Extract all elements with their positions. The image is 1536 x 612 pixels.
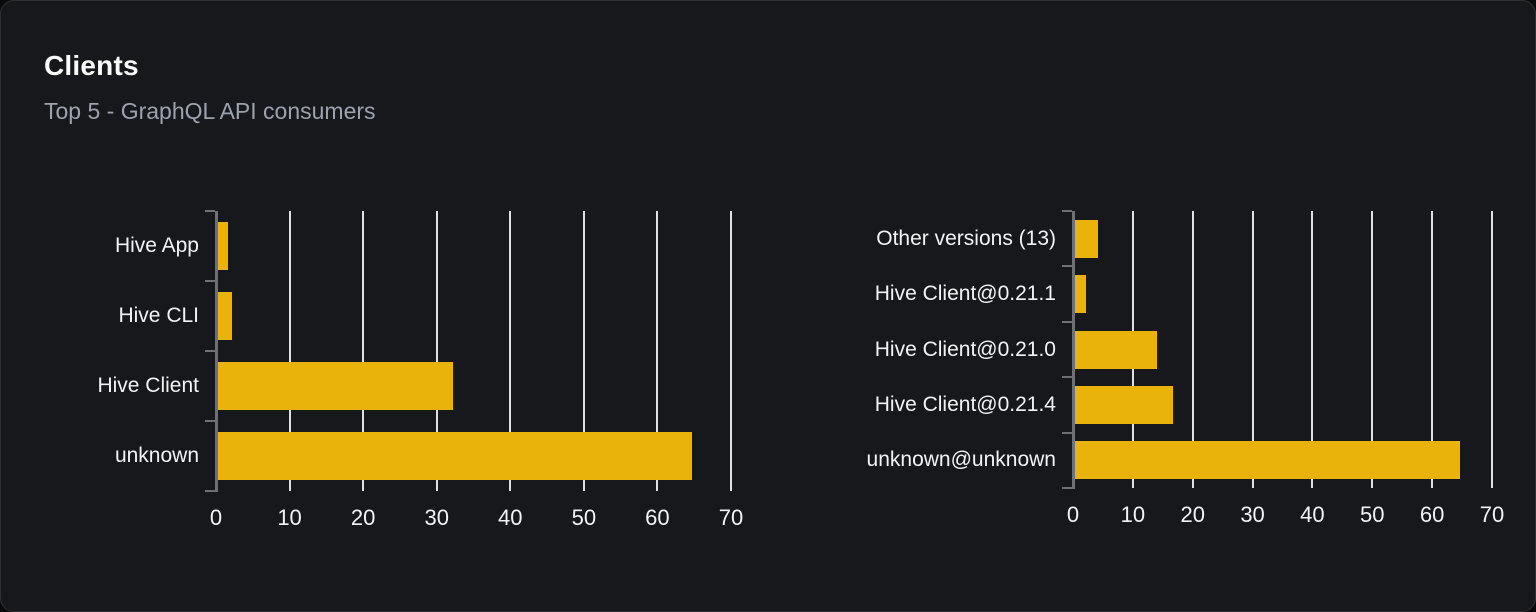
gridline-x40 (509, 211, 512, 491)
x-tick-label-50: 50 (1360, 502, 1385, 527)
y-axis-tick (1062, 210, 1072, 212)
bar-other-versions-13[interactable] (1075, 219, 1099, 258)
card-title: Clients (44, 50, 139, 81)
x-tick-label-0: 0 (1066, 502, 1080, 527)
category-label-hive-cli: Hive CLI (118, 304, 199, 327)
x-tick-label-40: 40 (498, 505, 523, 530)
x-tick-label-50: 50 (571, 505, 597, 530)
y-axis-tick (205, 490, 215, 492)
y-axis-tick (205, 350, 215, 352)
gridline-x30 (1251, 211, 1254, 488)
bar-hive-app[interactable] (218, 222, 228, 270)
x-tick-label-60: 60 (1419, 502, 1445, 527)
client-versions-chart: 0 10 20 30 40 50 60 70 Other versions (13) Hive C… (831, 210, 1536, 548)
x-tick-label-20: 20 (350, 505, 376, 530)
bar-hive-cli[interactable] (218, 292, 232, 340)
x-tick-label-30: 30 (1240, 502, 1265, 527)
y-axis-tick (1062, 487, 1072, 489)
category-label-unknown: unknown (114, 444, 199, 467)
category-label-hive-client-0-21-4: Hive Client@0.21.4 (874, 392, 1056, 416)
category-label-hive-client-0-21-0: Hive Client@0.21.0 (874, 337, 1056, 361)
category-label-unknown-unknown: unknown@unknown (866, 448, 1056, 472)
x-tick-label-70: 70 (1479, 502, 1505, 527)
x-tick-label-70: 70 (718, 505, 744, 530)
y-axis-tick (205, 420, 215, 422)
gridline-x40 (1311, 211, 1314, 488)
y-axis-tick (205, 280, 215, 282)
y-axis-tick (1062, 320, 1072, 323)
card-subtitle: Top 5 - GraphQL API consumers (44, 98, 376, 124)
gridline-x30 (435, 211, 438, 491)
y-axis-tick (1062, 376, 1072, 379)
bar-unknown-unknown[interactable] (1075, 441, 1461, 480)
x-tick-label-60: 60 (645, 505, 670, 530)
bar-hive-client-0-21-4[interactable] (1075, 385, 1174, 424)
x-tick-label-0: 0 (209, 505, 223, 530)
category-label-hive-client: Hive Client (97, 374, 199, 397)
gridline-x60 (656, 211, 659, 491)
x-tick-label-40: 40 (1300, 502, 1325, 527)
bar-hive-client-0-21-0[interactable] (1075, 330, 1157, 369)
y-axis-line (215, 211, 218, 492)
gridline-x20 (362, 211, 365, 491)
category-label-other-versions-13: Other versions (13) (876, 226, 1056, 250)
x-tick-label-30: 30 (424, 505, 449, 530)
gridline-x10 (288, 211, 291, 491)
gridline-x70 (1491, 211, 1493, 488)
category-label-hive-app: Hive App (114, 234, 199, 257)
bar-unknown[interactable] (218, 432, 692, 480)
y-axis-tick (1062, 431, 1072, 434)
y-axis-line (1072, 211, 1075, 489)
gridline-x70 (730, 211, 732, 491)
gridline-x50 (582, 211, 585, 491)
x-tick-label-20: 20 (1180, 502, 1205, 527)
x-tick-label-10: 10 (1120, 502, 1146, 527)
bar-hive-client[interactable] (218, 362, 454, 410)
bar-hive-client-0-21-1[interactable] (1075, 275, 1086, 314)
gridline-x50 (1371, 211, 1374, 488)
y-axis-tick (205, 210, 215, 212)
x-tick-label-10: 10 (277, 505, 302, 530)
gridline-x20 (1191, 211, 1194, 488)
clients-top5-chart: 0 10 20 30 40 50 60 70 Hive App Hive CLI Hive Clie… (61, 210, 776, 551)
category-label-hive-client-0-21-1: Hive Client@0.21.1 (874, 282, 1056, 306)
gridline-x60 (1431, 211, 1434, 488)
y-axis-tick (1062, 265, 1072, 268)
